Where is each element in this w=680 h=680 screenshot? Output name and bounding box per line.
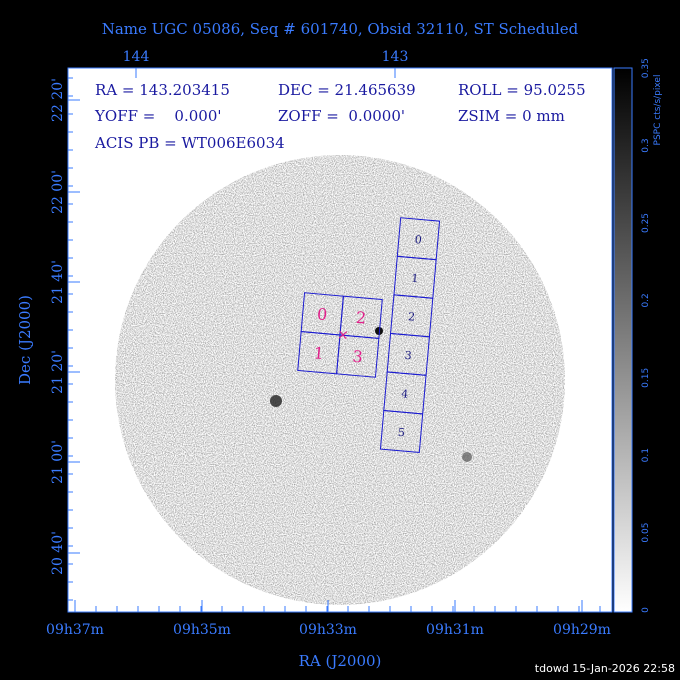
colorbar-tick-label: 0.35 xyxy=(641,58,651,78)
info-yoff: YOFF = 0.000' xyxy=(94,107,222,125)
chip-label: 5 xyxy=(397,426,405,440)
info-roll: ROLL = 95.0255 xyxy=(458,81,586,99)
left-tick-label: 22 00' xyxy=(50,170,66,214)
colorbar-label: PSPC cts/s/pixel xyxy=(653,75,663,146)
footer: tdowd 15-Jan-2026 22:58 xyxy=(535,662,675,675)
info-dec: DEC = 21.465639 xyxy=(278,81,416,99)
colorbar-tick-label: 0.05 xyxy=(641,523,651,543)
bottom-tick-label: 09h29m xyxy=(553,622,611,638)
colorbar-tick-label: 0.2 xyxy=(641,293,651,307)
bottom-tick-label: 09h31m xyxy=(426,622,484,638)
chip-label: 2 xyxy=(355,308,367,328)
left-tick-label: 22 20' xyxy=(50,78,66,122)
info-zoff: ZOFF = 0.0000' xyxy=(278,107,405,125)
colorbar xyxy=(613,67,633,613)
x-axis-title: RA (J2000) xyxy=(299,652,382,670)
chip-label: 3 xyxy=(404,349,412,363)
colorbar-tick-label: 0.25 xyxy=(641,213,651,233)
chip-label: 1 xyxy=(411,272,419,286)
left-tick-label: 21 40' xyxy=(50,260,66,304)
chip-label: 0 xyxy=(414,233,422,247)
chip xyxy=(379,409,424,453)
sky-image xyxy=(115,155,565,605)
source xyxy=(462,452,472,462)
chip-label: 3 xyxy=(352,347,364,367)
chip-label: 2 xyxy=(408,310,416,324)
source xyxy=(270,395,282,407)
aimpoint: × xyxy=(336,327,349,344)
chip-label: 4 xyxy=(401,387,409,401)
left-tick-label: 20 40' xyxy=(50,531,66,575)
colorbar-tick-label: 0.3 xyxy=(641,138,651,152)
left-tick-label: 21 00' xyxy=(50,440,66,484)
top-tick-label: 144 xyxy=(123,49,150,65)
left-tick-label: 21 20' xyxy=(50,350,66,394)
colorbar-tick-label: 0 xyxy=(641,607,651,613)
bottom-tick-label: 09h33m xyxy=(299,622,357,638)
colorbar-tick-label: 0.15 xyxy=(641,368,651,388)
info-zsim: ZSIM = 0 mm xyxy=(458,107,565,125)
chip-label: 0 xyxy=(316,304,328,324)
acis-s: 0 1 2 3 4 5 xyxy=(379,217,441,453)
bottom-tick-label: 09h35m xyxy=(173,622,231,638)
chip-label: 1 xyxy=(313,343,325,363)
info-ra: RA = 143.203415 xyxy=(95,81,230,99)
bottom-tick-label: 09h37m xyxy=(46,622,104,638)
colorbar-tick-label: 0.1 xyxy=(641,448,651,462)
top-tick-label: 143 xyxy=(382,49,409,65)
acis-i: 0 2 1 3× xyxy=(297,292,383,378)
info-acis: ACIS PB = WT006E6034 xyxy=(94,134,285,152)
y-axis-title: Dec (J2000) xyxy=(16,295,34,385)
title: Name UGC 05086, Seq # 601740, Obsid 3211… xyxy=(102,20,579,38)
chip xyxy=(336,334,380,378)
